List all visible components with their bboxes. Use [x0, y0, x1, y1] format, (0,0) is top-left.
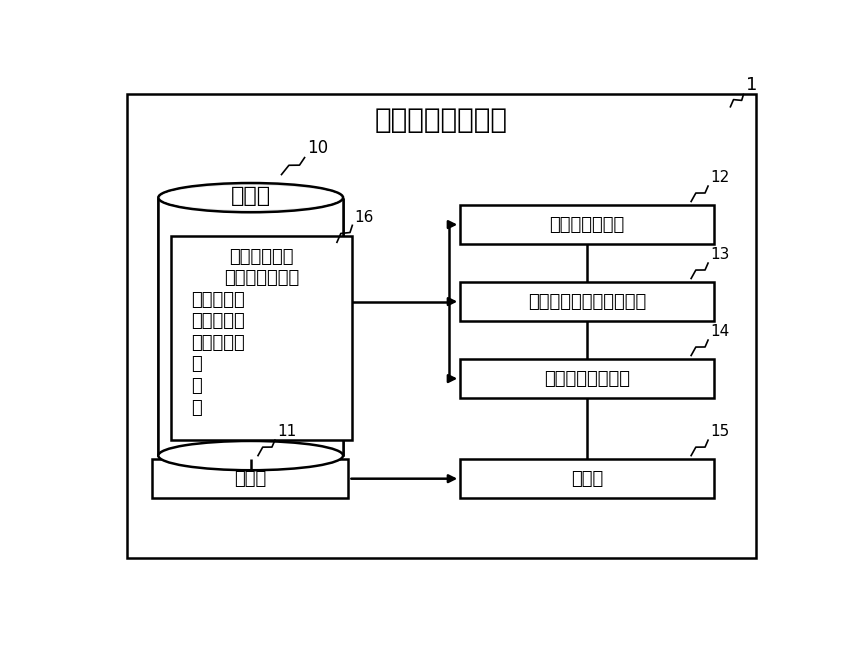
Bar — [460, 459, 715, 498]
Text: ・データ３: ・データ３ — [190, 334, 245, 352]
Text: 15: 15 — [710, 424, 729, 439]
Text: 眼球運動データの取得部: 眼球運動データの取得部 — [528, 293, 647, 311]
Bar — [460, 359, 715, 398]
Bar — [152, 459, 349, 498]
Text: 16: 16 — [355, 209, 374, 225]
Text: 身体状態の推定部: 身体状態の推定部 — [544, 370, 630, 388]
Text: ．: ． — [190, 355, 201, 373]
Text: 13: 13 — [710, 247, 730, 262]
Bar — [460, 282, 715, 321]
Text: ・データ１: ・データ１ — [190, 291, 245, 309]
Text: 12: 12 — [710, 171, 729, 185]
Bar — [171, 236, 352, 440]
Text: 11: 11 — [277, 424, 296, 439]
Text: 身体状態推定装置: 身体状態推定装置 — [375, 106, 508, 134]
Text: 眼球画像取得部: 眼球画像取得部 — [549, 216, 625, 234]
Text: 視刺激用検査: 視刺激用検査 — [230, 247, 294, 266]
Text: 10: 10 — [307, 139, 328, 157]
Text: 表示部: 表示部 — [234, 470, 266, 488]
Ellipse shape — [158, 441, 343, 470]
Text: パターンデータ: パターンデータ — [224, 269, 300, 287]
Text: ・データ２: ・データ２ — [190, 313, 245, 330]
Bar — [460, 205, 715, 244]
Text: 1: 1 — [746, 76, 757, 94]
Text: 14: 14 — [710, 324, 729, 339]
Text: 出力部: 出力部 — [571, 470, 604, 488]
Bar — [158, 198, 343, 455]
Text: ．: ． — [190, 377, 201, 395]
Ellipse shape — [161, 185, 341, 210]
Text: ．: ． — [190, 399, 201, 417]
Text: 記憶部: 記憶部 — [231, 186, 270, 206]
Ellipse shape — [158, 183, 343, 213]
